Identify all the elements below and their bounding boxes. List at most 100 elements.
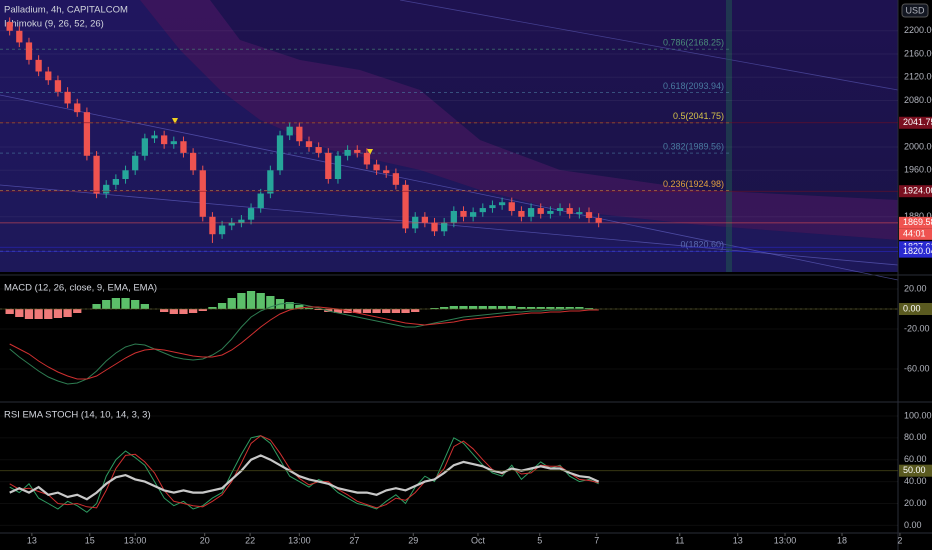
candle-body	[315, 147, 322, 153]
macd-histogram-bar	[53, 309, 63, 318]
y-tick-label: 20.00	[904, 283, 927, 293]
macd-histogram-bar	[314, 309, 323, 310]
price-badge-label: 1869.58	[903, 217, 932, 227]
x-tick-label: 13	[733, 535, 743, 545]
y-tick-label: 40.00	[904, 476, 927, 486]
candle-body	[296, 126, 303, 142]
y-tick-label: 2120.00	[904, 72, 932, 82]
macd-histogram-bar	[266, 296, 275, 309]
price-pane	[0, 0, 898, 272]
macd-histogram-bar	[121, 298, 130, 309]
signal-marker	[172, 118, 178, 124]
candle-body	[527, 208, 535, 217]
candle-body	[122, 170, 129, 180]
candle-body	[103, 184, 110, 194]
macd-histogram-bar	[131, 300, 140, 309]
price-badge	[899, 245, 932, 258]
macd-histogram-bar	[44, 309, 53, 319]
macd-histogram-bar	[565, 307, 574, 309]
macd-histogram-bar	[304, 308, 314, 309]
fib-label: 0.236(1924.98)	[663, 179, 724, 189]
candle-body	[537, 208, 544, 214]
indicator-line	[9, 302, 599, 385]
candle-body	[218, 225, 226, 235]
macd-histogram-bar	[256, 293, 265, 309]
currency[interactable]: USD	[905, 5, 925, 15]
candle-body	[112, 179, 120, 185]
x-tick-label: 13:00	[124, 535, 147, 545]
price-badge	[899, 464, 932, 477]
candle-body	[141, 138, 148, 156]
candle-body	[257, 193, 264, 209]
macd-histogram-bar	[526, 307, 536, 309]
candle-body	[392, 173, 400, 185]
x-tick-label: 29	[408, 535, 418, 545]
countdown: 44:01	[903, 229, 926, 239]
candle-body	[518, 210, 525, 217]
candle-body	[325, 152, 332, 180]
macd-histogram-bar	[555, 307, 565, 309]
candle-body	[25, 42, 33, 60]
macd-histogram-bar	[536, 307, 545, 309]
macd-histogram-bar	[160, 309, 169, 312]
candle-body	[45, 71, 52, 81]
macd-histogram-bar	[15, 309, 24, 317]
fib-range	[726, 0, 732, 272]
candle-body	[247, 208, 255, 220]
macd-histogram-bar	[333, 309, 343, 313]
macd-histogram-bar	[411, 309, 420, 312]
x-tick-label: Oct	[471, 535, 486, 545]
candle-body	[6, 22, 13, 31]
candle-body	[286, 126, 293, 136]
macd-histogram-bar	[575, 307, 584, 309]
macd-histogram-bar	[353, 309, 362, 313]
y-tick-label: 2000.00	[904, 141, 932, 151]
x-tick-label: 13	[27, 535, 37, 545]
fib-label: 0(1820.60)	[680, 240, 724, 250]
price-badge-label: 2041.75	[903, 117, 932, 127]
candle-body	[93, 155, 100, 194]
candle-body	[344, 149, 351, 156]
candle-body	[595, 217, 602, 223]
indicator-line	[9, 435, 599, 513]
macd-histogram-bar	[198, 309, 207, 311]
candle-body	[189, 152, 197, 171]
candle-body	[83, 112, 91, 156]
y-tick-label: 2080.00	[904, 95, 932, 105]
candle-body	[54, 80, 62, 92]
candle-body	[566, 208, 573, 214]
y-tick-label: 1960.00	[904, 165, 932, 175]
candle-body	[470, 212, 477, 217]
price-badge-label: 1924.00	[903, 186, 932, 196]
currency-box[interactable]	[901, 3, 929, 18]
y-tick-label: 1880.00	[904, 211, 932, 221]
price-badge-label: 50.00	[903, 465, 926, 475]
x-tick-label: 2	[897, 535, 902, 545]
price-badge	[899, 185, 932, 198]
macd-histogram-bar	[546, 307, 555, 309]
y-tick-label: 0.00	[904, 520, 922, 530]
x-tick-label: 13:00	[774, 535, 797, 545]
indicator-line	[9, 306, 599, 380]
candle-body	[209, 216, 216, 235]
macd-histogram-bar	[372, 309, 381, 313]
candle-body	[151, 135, 158, 139]
x-tick-label: 27	[349, 535, 359, 545]
candle-body	[228, 222, 235, 226]
candle-body	[334, 155, 342, 180]
x-tick-label: 18	[837, 535, 847, 545]
macd-histogram-bar	[102, 300, 111, 309]
macd-histogram-bar	[246, 291, 256, 309]
x-tick-label: 13:00	[288, 535, 311, 545]
macd-histogram-bar	[488, 306, 497, 309]
candle-body	[460, 210, 467, 217]
price-badge-label: 1820.04	[903, 246, 932, 256]
indicator-title: Ichimoku (9, 26, 52, 26)	[4, 19, 104, 30]
y-tick-label: 100.00	[904, 410, 932, 420]
candle-body	[421, 216, 428, 223]
macd-histogram-bar	[92, 304, 101, 309]
macd-histogram-bar	[478, 306, 487, 309]
macd-histogram-bar	[73, 309, 82, 313]
macd-histogram-bar	[430, 308, 439, 309]
